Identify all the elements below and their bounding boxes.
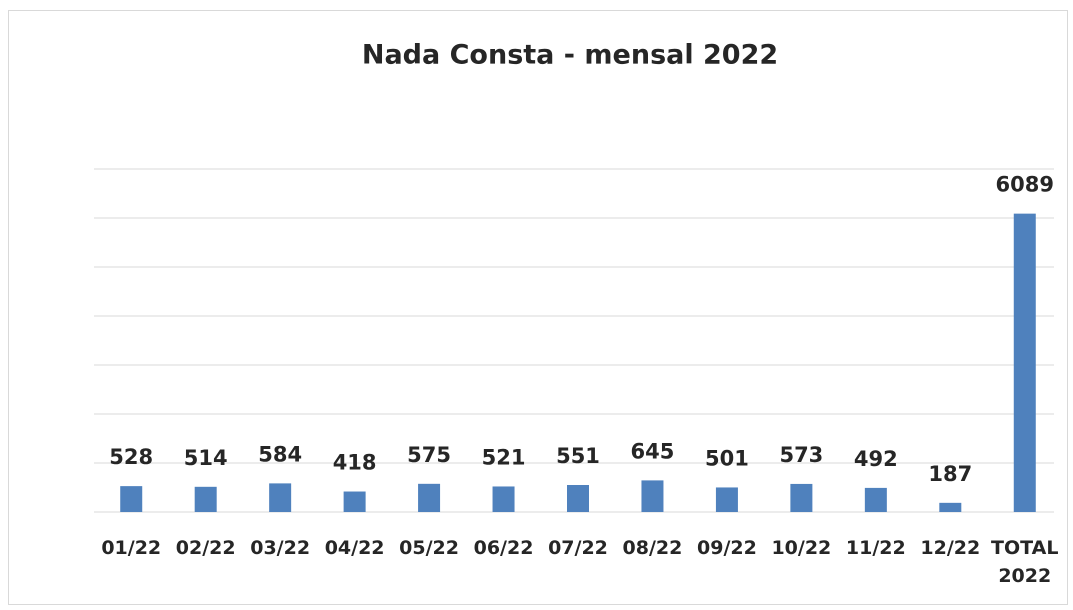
bar [120, 486, 143, 512]
bar [343, 491, 366, 512]
data-label: 528 [109, 445, 153, 469]
bar [269, 483, 292, 512]
x-tick-label-box: 07/22 [548, 537, 608, 559]
data-label: 6089 [996, 173, 1054, 197]
x-tick-label-box: 09/22 [697, 537, 757, 559]
chart-title: Nada Consta - mensal 2022 [362, 40, 778, 71]
x-tick-label: 01/22 [101, 537, 162, 559]
data-label: 514 [184, 446, 228, 470]
bar [715, 487, 738, 512]
x-tick-label: 03/22 [250, 537, 311, 559]
bar [864, 487, 887, 512]
bar [492, 486, 515, 512]
x-tick-label-box: 05/22 [399, 537, 459, 559]
bar [567, 485, 589, 512]
chart-border [8, 10, 1068, 605]
bar [1013, 213, 1036, 512]
x-tick-label: 09/22 [697, 537, 757, 559]
bar [641, 480, 664, 512]
data-label: 645 [631, 439, 675, 463]
x-tick-label-box: 08/22 [622, 537, 683, 559]
data-label: 575 [407, 443, 451, 467]
x-tick-label: 02/22 [175, 537, 236, 559]
x-tick-label: 04/22 [324, 537, 385, 559]
x-tick-label-box: 06/22 [473, 537, 534, 559]
x-tick-label: 08/22 [622, 537, 683, 559]
x-tick-label: 10/22 [771, 537, 832, 559]
bar [194, 486, 217, 512]
x-tick-label-box: 04/22 [324, 537, 385, 559]
bar [939, 502, 962, 512]
data-label: 551 [556, 444, 600, 468]
x-tick-label-box: 02/22 [175, 537, 236, 559]
data-label: 521 [482, 445, 526, 469]
x-tick-label-box: 03/22 [250, 537, 311, 559]
data-label: 584 [258, 442, 302, 466]
x-tick-label-box: 11/22 [845, 537, 906, 559]
x-tick-label: 12/22 [920, 537, 981, 559]
bar [418, 483, 441, 512]
x-tick-label-box: 12/22 [920, 537, 981, 559]
x-tick-label: 11/22 [845, 537, 906, 559]
x-tick-label-box: 10/22 [771, 537, 832, 559]
data-label: 492 [854, 447, 898, 471]
x-tick-label-box: 01/22 [101, 537, 162, 559]
data-label: 418 [333, 451, 377, 475]
x-tick-label: 07/22 [548, 537, 608, 559]
data-label: 187 [928, 462, 972, 486]
bar [790, 483, 813, 512]
x-tick-label: TOTAL 2022 [991, 537, 1059, 587]
data-label: 573 [779, 443, 823, 467]
data-label: 501 [705, 446, 749, 470]
x-tick-label: 06/22 [473, 537, 534, 559]
x-tick-label-box: TOTAL 2022 [991, 537, 1059, 587]
x-tick-label: 05/22 [399, 537, 459, 559]
